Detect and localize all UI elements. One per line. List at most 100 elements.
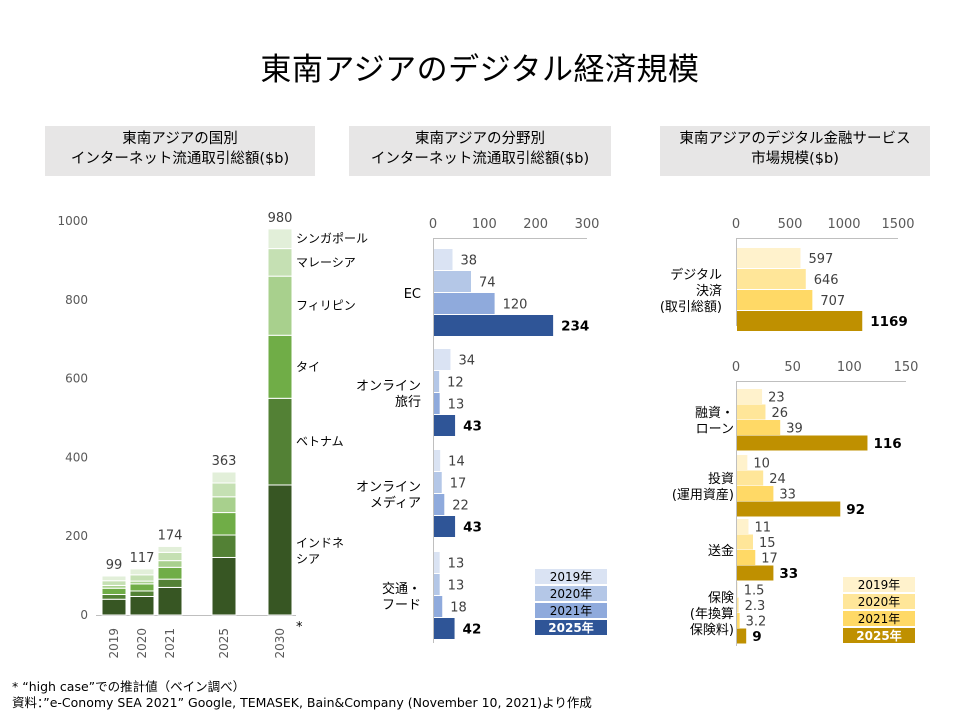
bar-segment (157, 545, 183, 553)
sector-legend-label: 2020年 (550, 587, 593, 601)
bar-segment (157, 578, 183, 588)
bar (434, 472, 442, 493)
bar-segment (129, 568, 155, 576)
value-label: 42 (463, 622, 482, 638)
bar (434, 315, 554, 336)
total-label: 99 (106, 558, 123, 573)
x-tick-label: 2025 (217, 628, 231, 659)
bar (737, 389, 763, 404)
category-label: メディア (370, 495, 421, 511)
x-tick-label: 1000 (827, 217, 860, 232)
category-label: フード (382, 598, 421, 613)
bar-segment (157, 551, 183, 562)
bar (737, 565, 774, 581)
sector-legend-swatch (535, 569, 607, 584)
fintech-legend-label: 2021年 (858, 612, 901, 626)
value-label: 17 (761, 552, 778, 567)
value-label: 38 (461, 254, 478, 269)
category-label: 融資・ (695, 406, 734, 421)
country-panel-title: 東南アジアの国別 インターネット流通取引総額($b) (45, 126, 315, 176)
bar (434, 249, 453, 270)
sector-legend-swatch (535, 586, 607, 601)
x-tick-label: 300 (575, 217, 600, 232)
x-tick-label: 100 (837, 360, 862, 375)
country-panel-title-line2: インターネット流通取引総額($b) (70, 151, 290, 167)
sector-panel-title-line1: 東南アジアの分野別 (415, 131, 545, 147)
fintech-legend-swatch (843, 594, 915, 609)
bar-segment (101, 594, 127, 600)
x-tick-label: 2020 (135, 628, 149, 659)
bar (737, 628, 747, 644)
bar (434, 494, 445, 515)
value-label: 116 (873, 436, 901, 452)
bar-segment (267, 397, 293, 486)
bar (434, 450, 441, 471)
series-label: シア (296, 552, 320, 566)
y-tick-label: 400 (65, 450, 88, 464)
bar (737, 534, 753, 550)
value-label: 1.5 (744, 584, 765, 599)
fintech-legend-label: 2025年 (856, 628, 901, 643)
x-tick-label: 200 (523, 217, 548, 232)
bar (434, 574, 440, 595)
fintech-legend-label: 2019年 (858, 578, 901, 592)
value-label: 14 (448, 455, 465, 470)
main-title: 東南アジアのデジタル経済規模 (260, 52, 700, 88)
sector-legend-swatch (535, 603, 607, 618)
value-label: 3.2 (746, 615, 767, 630)
x-tick-label: 2021 (163, 628, 177, 659)
category-label: EC (404, 287, 421, 302)
series-label: シンガポール (296, 232, 368, 246)
fintech-legend-swatch (843, 628, 915, 643)
value-label: 22 (452, 499, 469, 514)
category-label: 保険 (708, 591, 734, 606)
bar (434, 371, 440, 392)
total-label: 363 (212, 454, 237, 469)
value-label: 234 (561, 319, 589, 335)
bar-segment (211, 534, 237, 558)
bar (737, 404, 766, 420)
bar (737, 311, 863, 331)
value-label: 646 (814, 273, 839, 288)
fintech-legend-swatch (843, 577, 915, 592)
y-tick-label: 800 (65, 293, 88, 307)
category-label: (取引総額) (660, 300, 722, 315)
series-label: フィリピン (296, 299, 356, 313)
x-tick-label: 150 (894, 360, 919, 375)
value-label: 24 (769, 472, 786, 487)
bar-segment (211, 512, 237, 536)
x-tick-label: 1500 (881, 217, 914, 232)
bar-segment (267, 334, 293, 399)
category-label: 交通・ (382, 581, 421, 597)
value-label: 11 (754, 521, 771, 536)
bar-segment (101, 587, 127, 596)
value-label: 74 (479, 276, 496, 291)
x-tick-label: 2030 (273, 628, 287, 659)
sector-legend-label: 2025年 (548, 620, 593, 635)
category-label: (運用資産) (672, 487, 734, 503)
bar (737, 269, 806, 289)
value-label: 43 (463, 520, 482, 536)
x-tick-label: 500 (778, 217, 803, 232)
bar-segment (129, 583, 155, 592)
bar (434, 552, 440, 573)
footnote-source: 資料：”e-Conomy SEA 2021” Google, TEMASEK, … (12, 695, 592, 710)
bar-segment (267, 248, 293, 277)
bar-segment (101, 598, 127, 616)
x-tick-mark: * (296, 620, 303, 635)
bar-segment (211, 482, 237, 498)
bar (737, 519, 749, 534)
value-label: 23 (768, 391, 785, 406)
category-label: オンライン (356, 480, 421, 495)
sector-legend-swatch (535, 620, 607, 635)
value-label: 33 (779, 488, 796, 503)
y-tick-label: 1000 (57, 214, 88, 228)
bar-segment (129, 590, 155, 597)
category-label: (年換算 (690, 607, 734, 622)
value-label: 13 (448, 579, 465, 594)
y-tick-label: 0 (80, 608, 88, 622)
bar-segment (267, 228, 293, 250)
bar (737, 550, 756, 565)
value-label: 39 (786, 422, 803, 437)
